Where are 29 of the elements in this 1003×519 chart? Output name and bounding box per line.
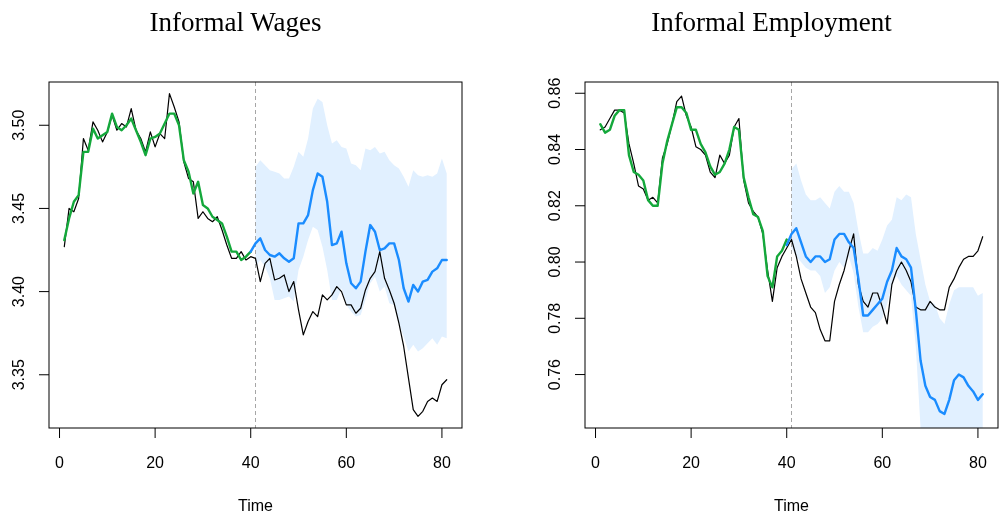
x-tick-label: 0 xyxy=(591,454,601,471)
y-tick-label: 0.78 xyxy=(545,302,563,334)
y-tick-label: 3.35 xyxy=(9,359,27,391)
line-series xyxy=(249,172,448,303)
x-tick-label: 60 xyxy=(873,454,892,471)
y-tick-label: 0.76 xyxy=(545,358,563,391)
x-axis-title: Time xyxy=(774,497,810,514)
x-tick-label: 40 xyxy=(777,454,796,471)
chart-title: Informal Wages xyxy=(149,7,322,37)
line-series xyxy=(63,93,448,417)
x-tick-label: 40 xyxy=(241,454,260,471)
x-tick-label: 80 xyxy=(433,454,451,471)
line-series xyxy=(63,112,252,262)
x-tick-label: 60 xyxy=(337,454,356,471)
y-tick-label: 0.82 xyxy=(545,190,563,222)
x-tick-label: 20 xyxy=(146,454,165,471)
line-series xyxy=(785,227,984,416)
y-tick-label: 3.40 xyxy=(9,275,27,308)
y-tick-label: 3.45 xyxy=(9,192,27,224)
x-axis-title: Time xyxy=(238,497,274,514)
x-tick-label: 20 xyxy=(682,454,701,471)
y-tick-label: 0.80 xyxy=(545,246,563,278)
chart-title: Informal Employment xyxy=(651,7,893,37)
line-series xyxy=(599,106,788,289)
y-tick-label: 0.86 xyxy=(545,77,563,109)
y-tick-label: 3.50 xyxy=(9,109,27,141)
y-tick-label: 0.84 xyxy=(545,133,563,166)
x-tick-label: 0 xyxy=(55,454,65,471)
x-tick-label: 80 xyxy=(969,454,987,471)
